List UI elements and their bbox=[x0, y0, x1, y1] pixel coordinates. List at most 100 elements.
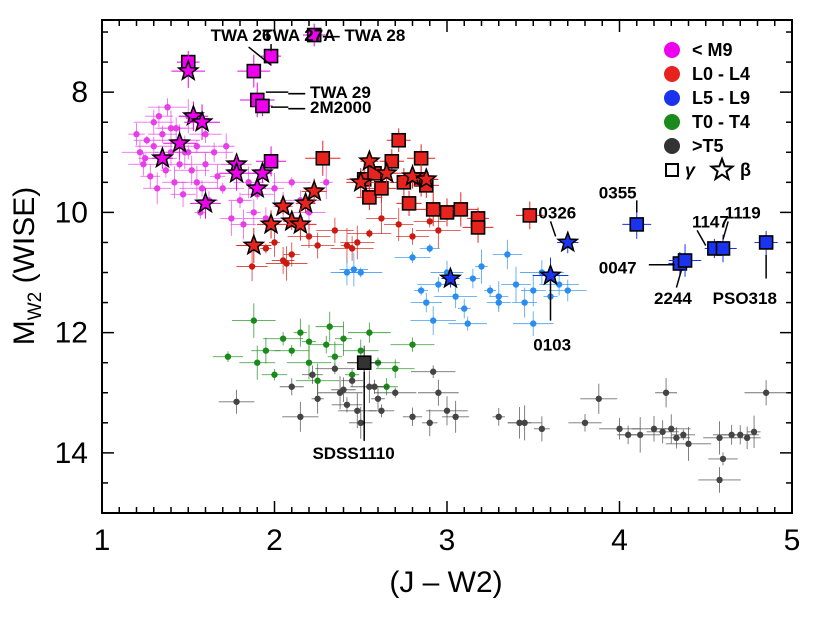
data-point bbox=[452, 293, 459, 300]
data-point bbox=[224, 353, 232, 360]
legend-label: T0 - T4 bbox=[692, 112, 750, 132]
data-point bbox=[616, 425, 623, 433]
data-point bbox=[435, 281, 442, 288]
data-point bbox=[478, 263, 485, 270]
data-point bbox=[716, 434, 723, 442]
data-point bbox=[673, 434, 680, 442]
data-point bbox=[271, 185, 278, 192]
data-point bbox=[271, 239, 278, 246]
data-point-beta bbox=[414, 167, 438, 190]
data-point-gamma bbox=[391, 132, 407, 148]
data-point bbox=[172, 125, 180, 132]
data-point bbox=[150, 119, 157, 126]
data-point bbox=[716, 476, 723, 484]
data-point-gamma bbox=[356, 355, 372, 370]
data-point bbox=[331, 227, 339, 234]
data-point bbox=[521, 299, 528, 306]
data-point bbox=[176, 161, 183, 168]
y-tick-label: 10 bbox=[55, 196, 88, 229]
data-point bbox=[409, 413, 416, 421]
data-point bbox=[443, 407, 451, 414]
data-point bbox=[271, 371, 278, 378]
annotation-label: — TWA 29 bbox=[288, 83, 371, 102]
data-point-gamma bbox=[306, 27, 322, 43]
data-point bbox=[288, 383, 295, 390]
data-point bbox=[737, 431, 744, 439]
data-point bbox=[366, 230, 373, 237]
legend-gamma-square bbox=[665, 163, 679, 177]
data-point bbox=[250, 317, 257, 324]
data-point bbox=[426, 419, 433, 427]
data-point bbox=[198, 185, 206, 192]
data-point bbox=[512, 281, 520, 288]
annotation-leader-line bbox=[696, 230, 707, 246]
data-point bbox=[283, 260, 290, 267]
data-point bbox=[581, 419, 589, 427]
data-point bbox=[228, 215, 235, 222]
data-point bbox=[659, 428, 666, 436]
data-point-gamma bbox=[715, 241, 731, 256]
data-point bbox=[297, 329, 304, 336]
data-point bbox=[254, 359, 261, 366]
data-point bbox=[357, 347, 364, 354]
data-point bbox=[141, 155, 149, 162]
annotation-leader-line bbox=[248, 46, 272, 66]
x-tick-label: 5 bbox=[784, 524, 801, 557]
annotation-label: 1147 bbox=[692, 212, 729, 231]
annotation-leader-line bbox=[675, 269, 683, 288]
data-point-beta bbox=[245, 176, 269, 199]
data-point bbox=[392, 389, 399, 396]
data-point bbox=[323, 179, 330, 186]
data-point bbox=[240, 221, 247, 228]
data-point bbox=[140, 161, 147, 168]
data-point bbox=[297, 413, 304, 421]
data-point bbox=[155, 112, 163, 120]
data-point bbox=[288, 179, 295, 186]
data-point bbox=[262, 215, 270, 222]
data-point-beta bbox=[176, 58, 200, 81]
data-point-beta bbox=[556, 230, 580, 253]
data-point bbox=[136, 149, 144, 156]
annotation-label: 2244 bbox=[654, 289, 692, 308]
y-tick-label: 12 bbox=[55, 317, 88, 350]
data-point-beta bbox=[293, 191, 318, 214]
data-point bbox=[374, 395, 382, 402]
data-point bbox=[435, 227, 442, 234]
data-point bbox=[555, 281, 563, 288]
data-point bbox=[680, 431, 687, 439]
data-point-gamma bbox=[425, 202, 441, 217]
x-axis-title: (J – W2) bbox=[389, 566, 502, 599]
legend-marker bbox=[664, 138, 680, 154]
data-point bbox=[762, 389, 770, 396]
data-point bbox=[331, 365, 339, 372]
data-point bbox=[357, 269, 364, 276]
data-point bbox=[162, 167, 170, 174]
legend-gamma-label: γ bbox=[685, 160, 696, 180]
data-point bbox=[464, 320, 471, 327]
data-point bbox=[530, 287, 537, 294]
data-point bbox=[378, 215, 385, 222]
legend-label: L5 - L9 bbox=[692, 88, 750, 108]
data-point bbox=[685, 440, 692, 448]
data-point-beta bbox=[302, 179, 326, 202]
x-tick-label: 4 bbox=[611, 524, 628, 557]
data-point bbox=[210, 149, 218, 156]
data-point bbox=[348, 377, 356, 384]
data-point-gamma bbox=[453, 202, 469, 217]
data-point-beta bbox=[150, 146, 174, 169]
special-points-group bbox=[150, 23, 778, 380]
annotation-label: 1119 bbox=[725, 203, 761, 222]
x-tick-label: 3 bbox=[439, 524, 456, 557]
data-point bbox=[409, 254, 416, 261]
legend-marker bbox=[664, 114, 680, 130]
data-point bbox=[323, 341, 330, 348]
legend-label: L0 - L4 bbox=[692, 64, 750, 84]
data-point bbox=[305, 338, 313, 345]
data-point bbox=[595, 395, 602, 402]
annotation-label: — TWA 28 bbox=[323, 26, 406, 45]
data-point bbox=[314, 377, 321, 384]
data-point bbox=[348, 245, 356, 252]
data-point-gamma bbox=[384, 153, 400, 169]
